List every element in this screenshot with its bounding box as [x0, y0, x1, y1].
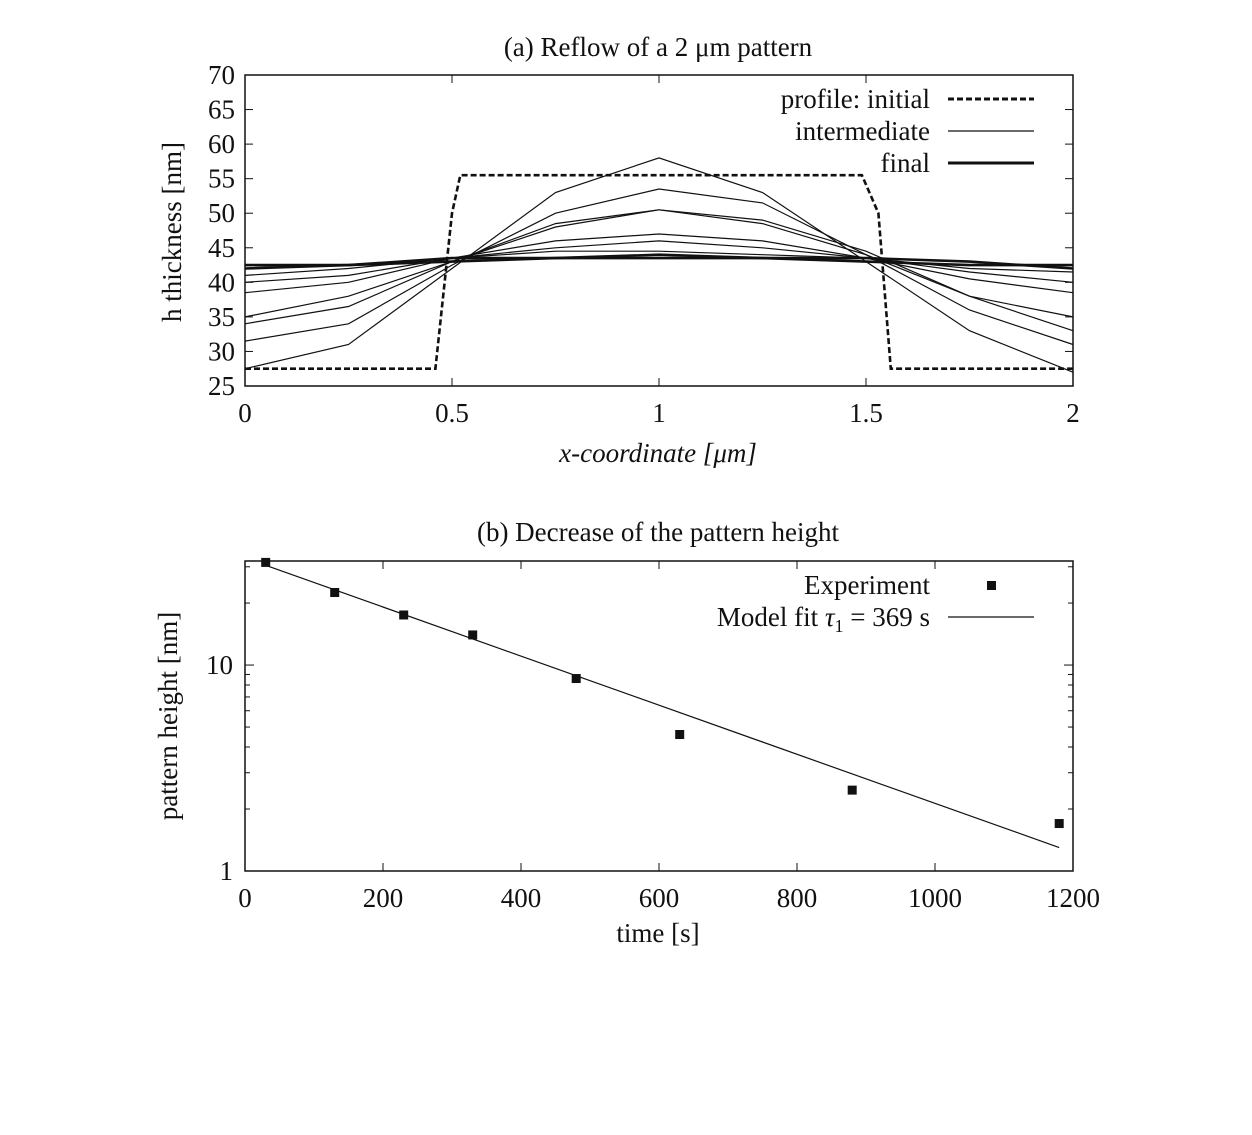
x-tick-label: 600	[639, 883, 680, 913]
profile-line-1	[244, 157, 1074, 373]
x-tick-label: 200	[363, 883, 404, 913]
legend-swatch-experiment	[987, 581, 996, 590]
x-tick-label: 0	[238, 398, 252, 428]
x-tick-label: 0	[238, 883, 252, 913]
profile-line-4	[244, 209, 1074, 318]
legend-label-intermediate: intermediate	[795, 116, 930, 146]
y-tick-label: 35	[208, 302, 235, 332]
y-tick-label: 40	[208, 267, 235, 297]
y-tick-label: 65	[208, 95, 235, 125]
legend-label-experiment: Experiment	[804, 570, 930, 600]
panel-b-title: (b) Decrease of the pattern height	[477, 517, 840, 547]
profile-line-2	[244, 188, 1074, 346]
panel-a-frame	[244, 74, 1074, 387]
panel-b: (b) Decrease of the pattern height 0 200 4…	[153, 517, 1100, 948]
experiment-point	[330, 588, 340, 598]
x-tick-label: 2	[1066, 398, 1080, 428]
x-tick-label: 1200	[1046, 883, 1100, 913]
profile-line-6	[244, 240, 1074, 283]
profile-line-9	[244, 253, 1074, 270]
legend-label-final: final	[881, 148, 930, 178]
panel-b-legend: Experiment Model fit τ1 = 369 s	[717, 570, 1034, 636]
panel-b-ticks: 0 200 400 600 800 1000 1200 1 10	[206, 561, 1100, 913]
panel-a-ticks: 0 0.5 1 1.5 2 25 30 35 40 45 50 55 60 65 70	[208, 60, 1080, 428]
y-tick-label: 55	[208, 164, 235, 194]
experiment-point	[399, 610, 409, 620]
experiment-point	[1054, 819, 1064, 829]
y-tick-label: 60	[208, 129, 235, 159]
profile-line-0	[245, 173, 1073, 371]
x-tick-label: 800	[777, 883, 818, 913]
y-tick-label: 1	[220, 856, 234, 886]
experiment-point	[675, 729, 685, 739]
panel-b-ylabel: pattern height [nm]	[153, 612, 183, 820]
panel-a-legend: profile: initial intermediate final	[781, 84, 1034, 178]
panel-a-ylabel: h thickness [nm]	[157, 142, 187, 322]
x-tick-label: 400	[501, 883, 542, 913]
panel-a-series	[244, 157, 1074, 373]
x-tick-label: 1000	[908, 883, 962, 913]
experiment-point	[468, 630, 478, 640]
legend-label-model-fit: Model fit τ1 = 369 s	[717, 602, 930, 636]
experiment-point	[571, 674, 581, 684]
panel-b-xlabel: time [s]	[616, 918, 699, 948]
experiment-point	[847, 785, 857, 795]
legend-label-initial: profile: initial	[781, 84, 930, 114]
y-tick-label: 10	[206, 650, 233, 680]
panel-a-title: (a) Reflow of a 2 μm pattern	[504, 32, 813, 62]
panel-a-xlabel: x-coordinate [μm]	[558, 438, 757, 468]
experiment-point	[261, 557, 271, 567]
panel-b-frame	[244, 560, 1074, 872]
y-tick-label: 25	[208, 371, 235, 401]
x-tick-label: 1	[652, 398, 666, 428]
panel-a: (a) Reflow of a 2 μm pattern 0 0.5 1 1.5 2 25…	[157, 32, 1080, 468]
panel-b-series	[261, 557, 1064, 849]
y-tick-label: 30	[208, 336, 235, 366]
y-tick-label: 45	[208, 233, 235, 263]
model-fit-line	[265, 564, 1060, 849]
y-tick-label: 70	[208, 60, 235, 90]
x-tick-label: 0.5	[435, 398, 469, 428]
profile-line-5	[244, 233, 1074, 294]
x-tick-label: 1.5	[849, 398, 883, 428]
y-tick-label: 50	[208, 198, 235, 228]
